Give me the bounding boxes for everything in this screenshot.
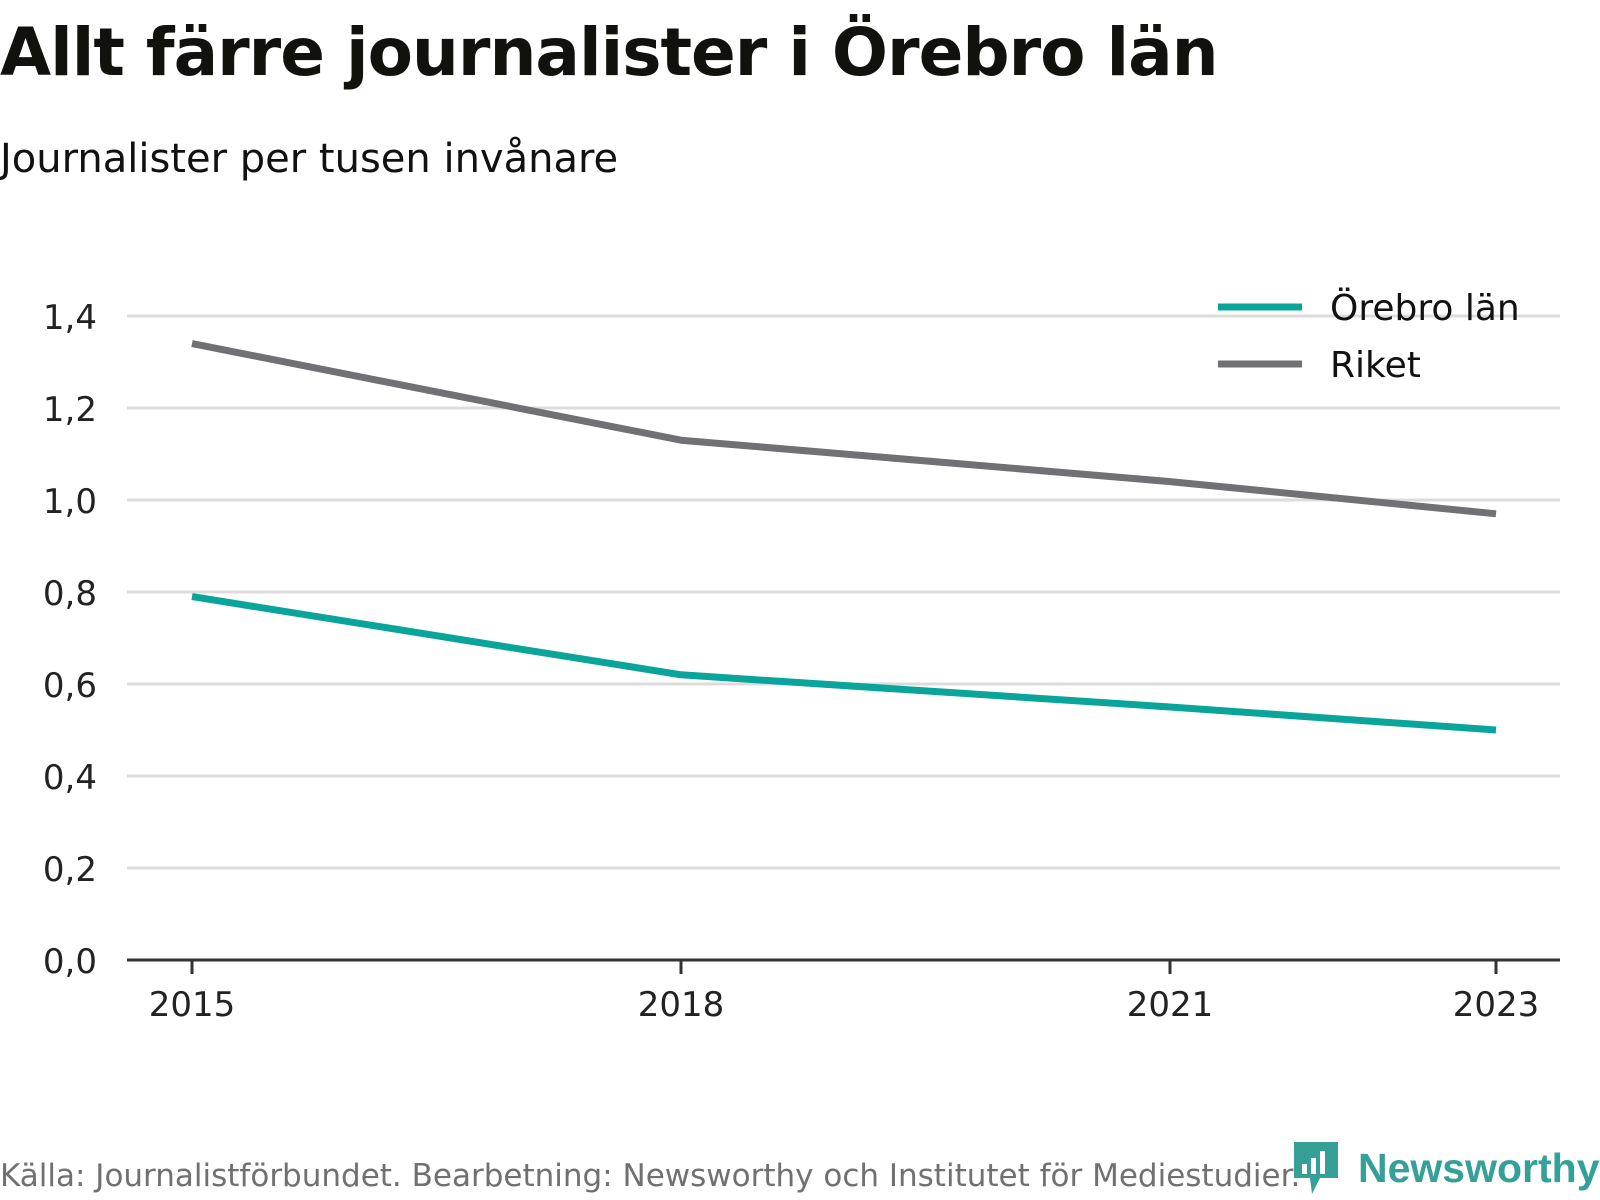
legend-label: Riket (1330, 345, 1421, 386)
series-line-orebro-lan (191, 593, 1497, 734)
gridlines (127, 314, 1560, 870)
y-tick-label: 0,8 (43, 574, 97, 614)
y-tick-label: 1,4 (43, 298, 97, 338)
legend-label: Örebro län (1330, 287, 1520, 329)
chart-title: Allt färre journalister i Örebro län (0, 14, 1219, 91)
x-tick-label: 2021 (1127, 985, 1214, 1025)
series-line-riket (191, 340, 1497, 518)
newsworthy-speech-bubble-chart-icon (1294, 1142, 1338, 1194)
y-tick-label: 0,0 (43, 942, 97, 982)
x-tick-label: 2015 (149, 985, 236, 1025)
y-tick-label: 1,0 (43, 482, 97, 522)
source-note: Källa: Journalistförbundet. Bearbetning:… (0, 1158, 1301, 1194)
x-tick-label: 2018 (638, 985, 725, 1025)
y-tick-label: 1,2 (43, 390, 97, 430)
series-lines (191, 340, 1497, 734)
y-tick-label: 0,2 (43, 850, 97, 890)
y-tick-label: 0,6 (43, 666, 97, 706)
legend: Örebro län Riket (1218, 287, 1520, 386)
y-axis-tick-labels: 0,0 0,2 0,4 0,6 0,8 1,0 1,2 1,4 (43, 298, 97, 982)
logo-wordmark: Newsworthy (1358, 1144, 1600, 1191)
x-axis (127, 958, 1560, 974)
chart-subtitle: Journalister per tusen invånare (0, 136, 619, 182)
newsworthy-logo: Newsworthy (1290, 1138, 1600, 1198)
x-axis-tick-labels: 2015 2018 2021 2023 (149, 985, 1540, 1025)
x-tick-label: 2023 (1453, 985, 1540, 1025)
y-tick-label: 0,4 (43, 758, 97, 798)
